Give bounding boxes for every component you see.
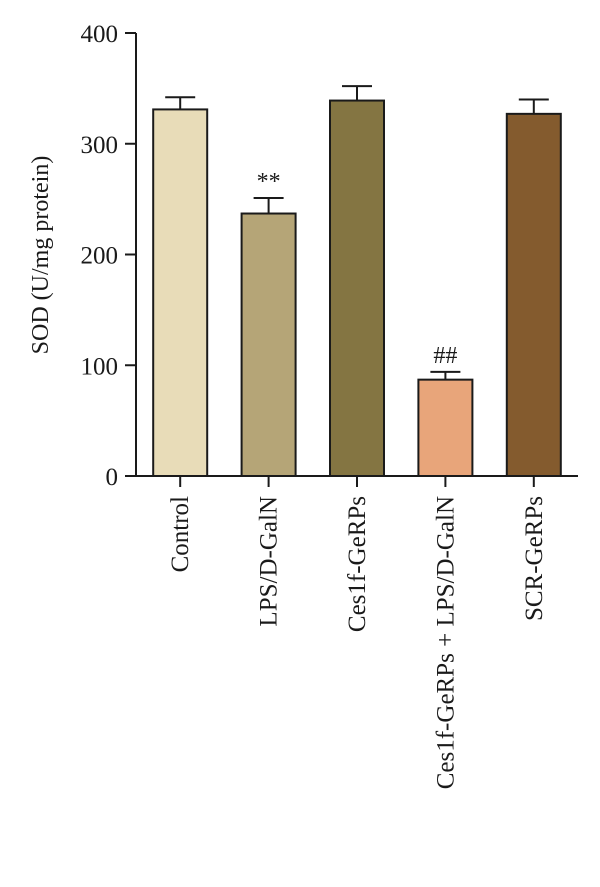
- y-tick-label: 300: [81, 132, 119, 159]
- y-tick-label: 400: [81, 21, 119, 48]
- y-tick-label: 100: [81, 353, 119, 380]
- error-bars: [165, 85, 549, 380]
- category-label: SCR-GeRPs: [521, 496, 548, 621]
- bar: [240, 212, 297, 478]
- category-label: Ces1f-GeRPs: [344, 496, 371, 632]
- bar: [505, 112, 562, 477]
- y-tick-label: 200: [81, 243, 119, 270]
- bar-series: [152, 99, 562, 478]
- y-axis-title: SOD (U/mg protein): [28, 156, 54, 355]
- y-axis-ticks: 0 100 200 300 400: [81, 21, 136, 491]
- category-label: Ces1f-GeRPs + LPS/D-GalN: [432, 496, 459, 789]
- category-label: LPS/D-GalN: [256, 496, 283, 627]
- category-label: Control: [167, 496, 194, 572]
- x-axis-ticks: [179, 476, 535, 487]
- bar: [152, 108, 209, 477]
- y-tick-label: 0: [106, 464, 119, 491]
- significance-annotations: ** ##: [257, 169, 458, 369]
- significance-marker: **: [257, 169, 281, 195]
- bar: [417, 378, 474, 477]
- significance-marker: ##: [433, 343, 457, 369]
- bar: [329, 99, 385, 478]
- category-labels: Control LPS/D-GalN Ces1f-GeRPs Ces1f-GeRPs …: [167, 496, 548, 789]
